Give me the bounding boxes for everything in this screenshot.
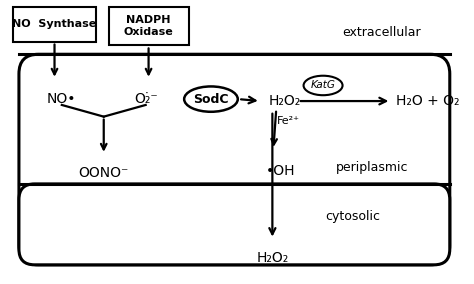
- Text: O₂̇⁻: O₂̇⁻: [134, 92, 157, 106]
- Text: cytosolic: cytosolic: [325, 210, 380, 223]
- FancyBboxPatch shape: [19, 54, 450, 265]
- Text: extracellular: extracellular: [342, 26, 421, 39]
- Text: NADPH
Oxidase: NADPH Oxidase: [124, 15, 173, 37]
- Text: H₂O + O₂: H₂O + O₂: [396, 94, 460, 108]
- FancyBboxPatch shape: [19, 184, 450, 265]
- FancyBboxPatch shape: [109, 7, 189, 45]
- Text: periplasmic: periplasmic: [336, 161, 408, 174]
- Text: H₂O₂: H₂O₂: [268, 94, 301, 108]
- Ellipse shape: [184, 86, 238, 112]
- FancyBboxPatch shape: [13, 7, 96, 41]
- Text: OONO⁻: OONO⁻: [79, 166, 129, 180]
- Text: NO  Synthase: NO Synthase: [12, 19, 97, 29]
- Text: Fe²⁺: Fe²⁺: [277, 116, 300, 126]
- Text: NO•: NO•: [47, 92, 77, 106]
- Text: KatG: KatG: [310, 80, 336, 91]
- Text: H₂O₂: H₂O₂: [256, 251, 289, 265]
- Ellipse shape: [303, 76, 343, 95]
- Text: SodC: SodC: [193, 93, 229, 106]
- Text: •OH: •OH: [265, 164, 295, 178]
